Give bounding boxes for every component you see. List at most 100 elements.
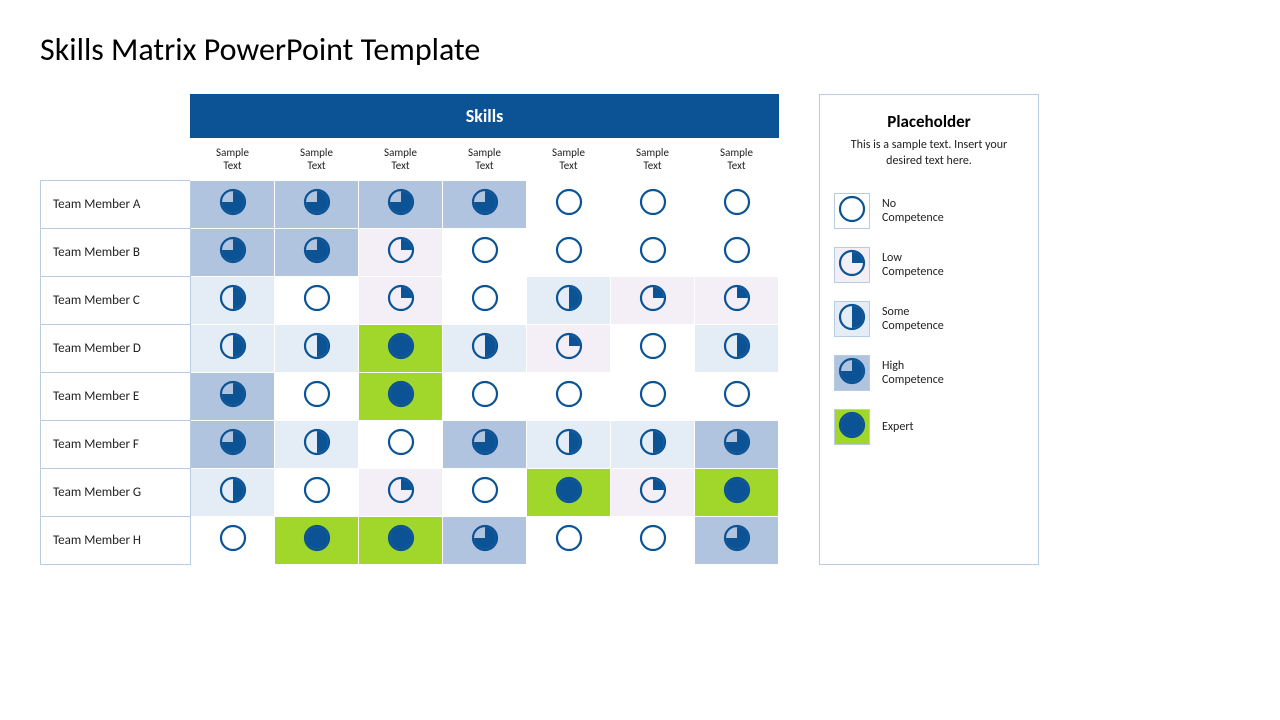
skill-cell	[275, 325, 359, 373]
competence-icon	[219, 490, 247, 509]
skill-cell	[611, 421, 695, 469]
skill-cell	[275, 469, 359, 517]
skill-cell	[695, 277, 779, 325]
table-row: Team Member G	[41, 469, 779, 517]
competence-icon	[471, 202, 499, 221]
competence-icon	[555, 394, 583, 413]
legend-item: Expert	[834, 409, 1024, 445]
skill-cell	[191, 373, 275, 421]
competence-icon	[471, 346, 499, 365]
competence-icon	[303, 298, 331, 317]
legend-item: SomeCompetence	[834, 301, 1024, 337]
legend-swatch	[834, 355, 870, 391]
table-row: Team Member C	[41, 277, 779, 325]
row-label-3: Team Member D	[41, 325, 191, 373]
skill-cell	[359, 277, 443, 325]
competence-icon	[555, 442, 583, 461]
skill-cell	[527, 325, 611, 373]
skill-cell	[611, 229, 695, 277]
competence-icon	[555, 346, 583, 365]
competence-icon	[387, 490, 415, 509]
competence-icon	[387, 538, 415, 557]
competence-icon	[387, 250, 415, 269]
skill-cell	[695, 229, 779, 277]
skill-cell	[191, 325, 275, 373]
row-label-2: Team Member C	[41, 277, 191, 325]
skill-cell	[443, 181, 527, 229]
competence-icon	[303, 250, 331, 269]
competence-icon	[838, 195, 866, 228]
competence-icon	[219, 394, 247, 413]
row-label-0: Team Member A	[41, 181, 191, 229]
competence-icon	[219, 346, 247, 365]
skill-cell	[443, 469, 527, 517]
skill-cell	[443, 277, 527, 325]
legend-label: LowCompetence	[882, 251, 944, 280]
skill-cell	[443, 373, 527, 421]
skill-cell	[359, 181, 443, 229]
competence-icon	[639, 298, 667, 317]
col-header-6: SampleText	[695, 138, 779, 181]
page-title: Skills Matrix PowerPoint Template	[40, 30, 1240, 69]
legend-label: Expert	[882, 420, 914, 434]
skill-cell	[359, 469, 443, 517]
skill-cell	[527, 229, 611, 277]
competence-icon	[219, 250, 247, 269]
skill-cell	[443, 229, 527, 277]
table-row: Team Member H	[41, 517, 779, 565]
skill-cell	[359, 373, 443, 421]
skill-cell	[527, 517, 611, 565]
skills-header: Skills	[191, 95, 779, 138]
legend-description: This is a sample text. Insert your desir…	[834, 138, 1024, 169]
table-row: Team Member D	[41, 325, 779, 373]
skill-cell	[275, 277, 359, 325]
content-row: Skills SampleTextSampleTextSampleTextSam…	[40, 94, 1240, 565]
competence-icon	[555, 250, 583, 269]
competence-icon	[471, 394, 499, 413]
col-header-1: SampleText	[275, 138, 359, 181]
competence-icon	[555, 202, 583, 221]
row-label-5: Team Member F	[41, 421, 191, 469]
skill-cell	[527, 373, 611, 421]
competence-icon	[219, 442, 247, 461]
col-header-0: SampleText	[191, 138, 275, 181]
competence-icon	[555, 538, 583, 557]
skill-cell	[695, 517, 779, 565]
skill-cell	[275, 229, 359, 277]
table-row: Team Member E	[41, 373, 779, 421]
competence-icon	[723, 202, 751, 221]
competence-icon	[387, 394, 415, 413]
competence-icon	[838, 303, 866, 336]
skill-cell	[527, 181, 611, 229]
skill-cell	[695, 181, 779, 229]
skill-cell	[275, 421, 359, 469]
skill-cell	[443, 517, 527, 565]
competence-icon	[723, 298, 751, 317]
competence-icon	[838, 411, 866, 444]
col-header-2: SampleText	[359, 138, 443, 181]
competence-icon	[303, 346, 331, 365]
skill-cell	[611, 181, 695, 229]
competence-icon	[303, 394, 331, 413]
skill-cell	[611, 517, 695, 565]
skill-cell	[695, 421, 779, 469]
competence-icon	[838, 357, 866, 390]
skill-cell	[191, 277, 275, 325]
competence-icon	[387, 442, 415, 461]
competence-icon	[303, 538, 331, 557]
col-header-3: SampleText	[443, 138, 527, 181]
skill-cell	[359, 421, 443, 469]
competence-icon	[639, 490, 667, 509]
competence-icon	[723, 538, 751, 557]
legend-item: NoCompetence	[834, 193, 1024, 229]
table-row: Team Member B	[41, 229, 779, 277]
skill-cell	[527, 277, 611, 325]
competence-icon	[387, 298, 415, 317]
skill-cell	[359, 229, 443, 277]
skill-cell	[527, 421, 611, 469]
competence-icon	[639, 442, 667, 461]
legend-label: NoCompetence	[882, 197, 944, 226]
skill-cell	[275, 373, 359, 421]
competence-icon	[555, 490, 583, 509]
competence-icon	[303, 490, 331, 509]
